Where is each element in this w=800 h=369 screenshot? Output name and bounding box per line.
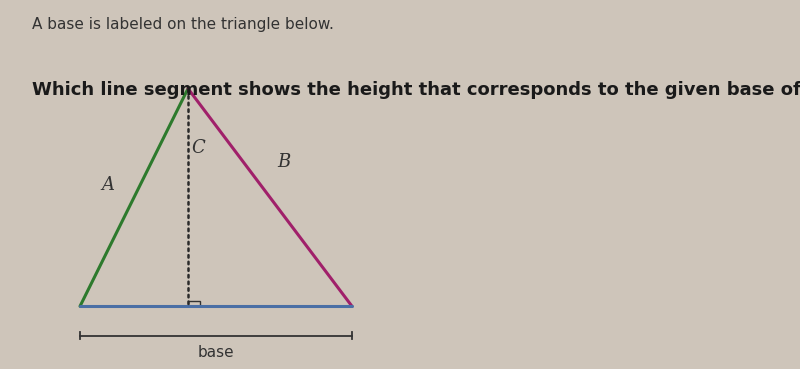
Text: B: B <box>278 154 290 171</box>
Text: base: base <box>198 345 234 360</box>
Text: Which line segment shows the height that corresponds to the given base of the tr: Which line segment shows the height that… <box>32 81 800 99</box>
Text: C: C <box>191 139 206 156</box>
Text: A: A <box>102 176 114 193</box>
Text: A base is labeled on the triangle below.: A base is labeled on the triangle below. <box>32 17 334 32</box>
Bar <box>188 301 200 306</box>
